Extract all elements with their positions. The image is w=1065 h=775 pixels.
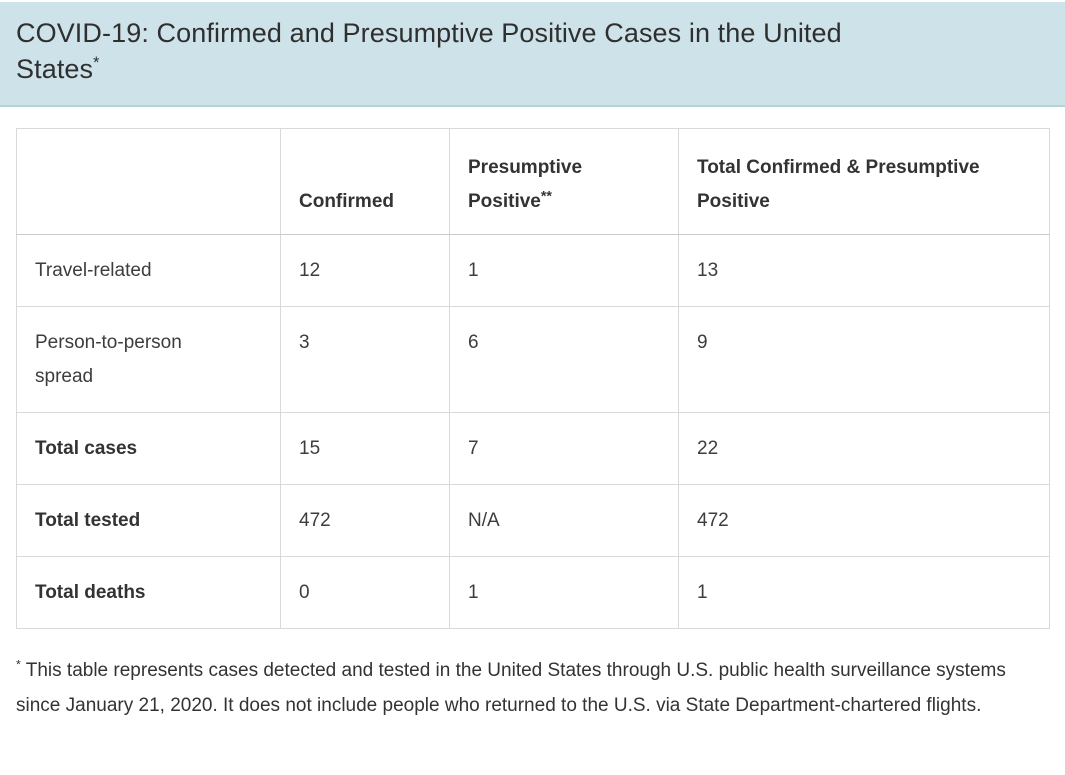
cell-presumptive-positive: 7	[449, 412, 679, 485]
cases-table: Confirmed Presumptive Positive** Total C…	[16, 128, 1050, 629]
cell-total: 1	[678, 556, 1050, 629]
table-row-total-deaths: Total deaths 0 1 1	[16, 556, 1050, 629]
row-label-text: Travel-related	[35, 260, 152, 281]
section-header-band: COVID-19: Confirmed and Presumptive Posi…	[0, 2, 1065, 107]
table-row-person-to-person: Person-to-person spread 3 6 9	[16, 306, 1050, 413]
table-row-travel-related: Travel-related 12 1 13	[16, 234, 1050, 307]
cell-confirmed: 0	[280, 556, 450, 629]
row-label-text: Total cases	[35, 438, 138, 459]
cell-total: 22	[678, 412, 1050, 485]
column-header-presumptive-positive: Presumptive Positive**	[449, 128, 679, 235]
cell-total: 472	[678, 484, 1050, 557]
column-header-confirmed: Confirmed	[280, 128, 450, 235]
row-label: Total deaths	[16, 556, 281, 629]
cell-confirmed: 15	[280, 412, 450, 485]
table-header-row: Confirmed Presumptive Positive** Total C…	[16, 128, 1050, 235]
cell-confirmed: 472	[280, 484, 450, 557]
cell-confirmed: 12	[280, 234, 450, 307]
cell-presumptive-positive: N/A	[449, 484, 679, 557]
table-row-total-cases: Total cases 15 7 22	[16, 412, 1050, 485]
footnote: * This table represents cases detected a…	[16, 653, 1049, 723]
table-row-total-tested: Total tested 472 N/A 472	[16, 484, 1050, 557]
column-header-presumptive-positive-label: Presumptive Positive	[468, 157, 583, 212]
cell-total: 13	[678, 234, 1050, 307]
row-label: Total tested	[16, 484, 281, 557]
row-label: Travel-related	[16, 234, 281, 307]
footnote-text: This table represents cases detected and…	[16, 660, 1006, 716]
page-title-line2: States	[16, 54, 94, 84]
page-title-asterisk: *	[93, 54, 100, 72]
column-header-total: Total Confirmed & Presumptive Positive	[678, 128, 1050, 235]
row-label-text: Total tested	[35, 510, 141, 531]
table-section: Confirmed Presumptive Positive** Total C…	[0, 107, 1065, 629]
cell-presumptive-positive: 6	[449, 306, 679, 413]
row-label-text: Person-to-person spread	[35, 332, 182, 387]
cell-total: 9	[678, 306, 1050, 413]
cell-presumptive-positive: 1	[449, 556, 679, 629]
cell-confirmed: 3	[280, 306, 450, 413]
column-header-blank	[16, 128, 281, 235]
footnote-asterisk: *	[16, 657, 21, 672]
row-label: Person-to-person spread	[16, 306, 281, 413]
column-header-presumptive-positive-asterisks: **	[540, 188, 552, 205]
page-title: COVID-19: Confirmed and Presumptive Posi…	[16, 15, 1049, 87]
cell-presumptive-positive: 1	[449, 234, 679, 307]
row-label: Total cases	[16, 412, 281, 485]
page-title-line1: COVID-19: Confirmed and Presumptive Posi…	[16, 18, 842, 48]
row-label-text: Total deaths	[35, 582, 146, 603]
